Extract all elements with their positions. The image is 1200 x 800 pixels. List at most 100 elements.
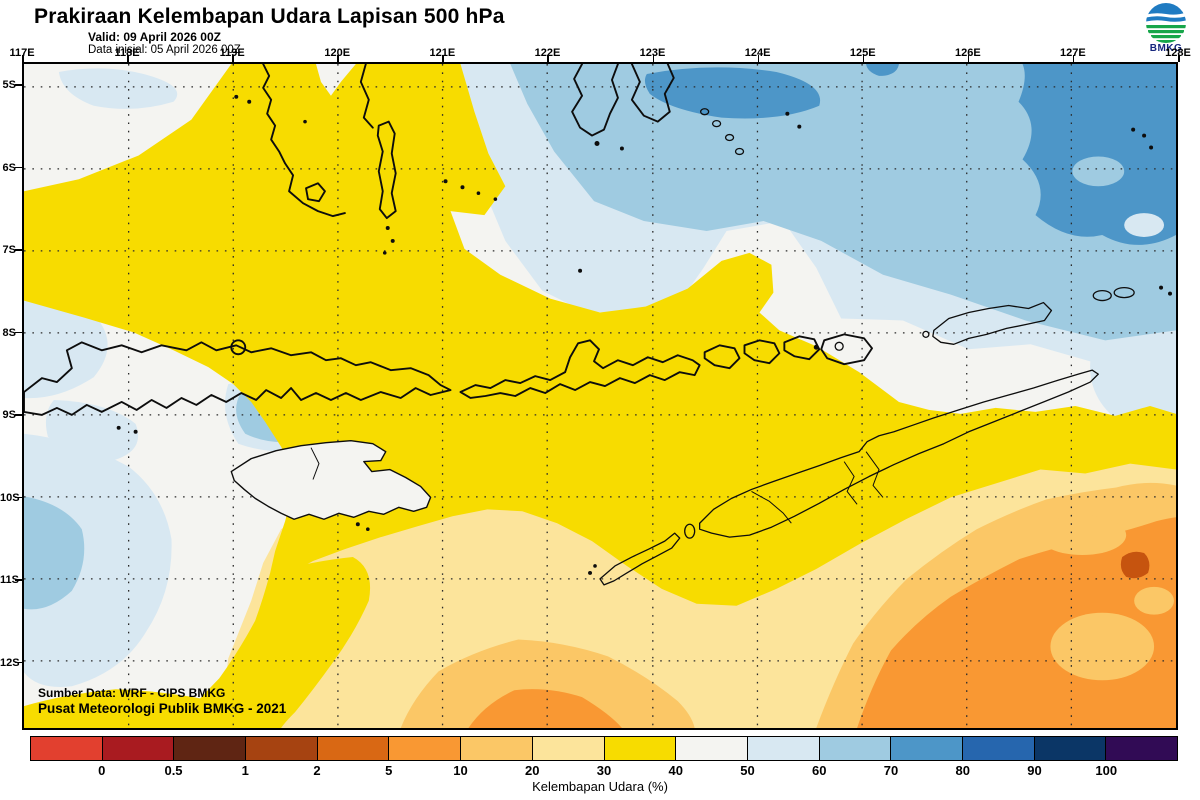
lon-label: 122E bbox=[534, 47, 561, 59]
lat-tick bbox=[15, 661, 22, 664]
colorbar-tick: 10 bbox=[453, 763, 468, 778]
lon-tick bbox=[127, 55, 129, 62]
buton-west-island bbox=[376, 120, 397, 220]
bmkg-logo-label: BMKG bbox=[1149, 43, 1183, 54]
lat-label: 7S bbox=[2, 244, 16, 256]
wetar-island bbox=[932, 301, 1053, 345]
colorbar-segment bbox=[461, 737, 533, 760]
colorbar-segment bbox=[1034, 737, 1107, 760]
lat-tick bbox=[15, 166, 22, 169]
lon-tick bbox=[1072, 55, 1075, 62]
lat-tick bbox=[15, 249, 22, 251]
solor-island bbox=[703, 344, 741, 370]
sumba-island bbox=[230, 440, 432, 520]
colorbar-tick: 2 bbox=[313, 763, 321, 778]
colorbar-segment bbox=[962, 737, 1035, 760]
colorbar-tick: 40 bbox=[668, 763, 683, 778]
semau-island bbox=[684, 523, 696, 539]
lat-label: 9S bbox=[2, 409, 16, 421]
lat-tick bbox=[15, 84, 22, 86]
colorbar-tick: 0.5 bbox=[164, 763, 183, 778]
lon-tick bbox=[652, 55, 655, 62]
lat-label: 8S bbox=[2, 326, 16, 339]
pantar-island bbox=[783, 335, 821, 361]
moyo-island bbox=[230, 339, 247, 356]
lat-tick bbox=[15, 414, 22, 416]
lon-label: 128E bbox=[1165, 47, 1191, 59]
colorbar-segment bbox=[532, 737, 605, 760]
lon-tick bbox=[547, 55, 549, 62]
lon-label: 124E bbox=[744, 47, 771, 59]
lon-tick bbox=[22, 55, 24, 62]
colorbar-tick: 30 bbox=[596, 763, 612, 778]
lon-label: 126E bbox=[954, 47, 981, 59]
lon-tick bbox=[967, 55, 970, 62]
timor-island bbox=[699, 369, 1099, 538]
colorbar-segment bbox=[317, 737, 390, 760]
lon-label: 123E bbox=[639, 47, 666, 59]
colorbar-segment bbox=[174, 737, 247, 760]
colorbar-tick: 80 bbox=[955, 763, 970, 778]
leti-islands bbox=[1092, 289, 1112, 302]
lat-label: 5S bbox=[2, 79, 16, 91]
lon-label: 119E bbox=[219, 47, 245, 59]
lon-tick bbox=[337, 55, 339, 62]
lon-label: 120E bbox=[324, 47, 351, 59]
data-source-line: Sumber Data: WRF - CIPS BMKG bbox=[38, 686, 226, 700]
lon-label: 127E bbox=[1060, 47, 1086, 59]
colorbar-tick: 50 bbox=[740, 763, 755, 778]
colorbar-segment bbox=[31, 737, 103, 760]
colorbar-segment bbox=[246, 737, 318, 760]
colorbar-tick: 100 bbox=[1095, 763, 1118, 778]
humidity-contour-map: Sumber Data: WRF - CIPS BMKG Pusat Meteo… bbox=[22, 62, 1178, 730]
colorbar-segment bbox=[819, 737, 892, 760]
colorbar-segment bbox=[102, 737, 175, 760]
buton-group bbox=[571, 64, 619, 137]
sulawesi-coast bbox=[262, 64, 346, 218]
lon-tick bbox=[862, 55, 865, 62]
valid-time-label: Valid: 09 April 2026 00Z bbox=[88, 30, 221, 44]
colorbar-segment bbox=[604, 737, 677, 760]
lon-tick bbox=[232, 55, 234, 62]
colorbar-axis-label: Kelembapan Udara (%) bbox=[532, 779, 668, 794]
sumbawa-island bbox=[24, 341, 452, 416]
alor-island bbox=[820, 333, 874, 366]
colorbar-segment bbox=[891, 737, 963, 760]
coastlines bbox=[24, 64, 1135, 586]
colorbar-tick: 70 bbox=[883, 763, 899, 778]
lon-tick bbox=[1178, 55, 1180, 62]
humidity-colorbar bbox=[30, 736, 1178, 761]
colorbar-segment bbox=[676, 737, 748, 760]
lat-tick bbox=[15, 579, 22, 581]
colorbar-segment bbox=[389, 737, 462, 760]
colorbar-tick: 5 bbox=[385, 763, 393, 778]
lon-label: 125E bbox=[849, 47, 876, 59]
lon-tick bbox=[442, 55, 444, 62]
lon-tick bbox=[757, 55, 760, 62]
colorbar-tick: 0 bbox=[98, 763, 106, 778]
lat-label: 10S bbox=[0, 491, 20, 504]
lat-tick bbox=[15, 496, 22, 499]
muna-coast bbox=[359, 64, 374, 129]
islet-dots bbox=[116, 94, 1173, 575]
lon-label: 118E bbox=[114, 47, 140, 59]
colorbar-tick: 1 bbox=[241, 763, 249, 778]
colorbar-segment bbox=[747, 737, 820, 760]
rote-island bbox=[599, 532, 681, 586]
lon-label: 121E bbox=[429, 47, 456, 59]
page-title: Prakiraan Kelembapan Udara Lapisan 500 h… bbox=[34, 5, 505, 28]
map-canvas bbox=[24, 64, 1176, 728]
lat-tick bbox=[15, 331, 22, 334]
initial-data-label: Data inisial: 05 April 2026 00Z bbox=[88, 44, 241, 56]
colorbar-tick: 90 bbox=[1027, 763, 1042, 778]
lat-label: 11S bbox=[0, 574, 19, 586]
lembata-island bbox=[743, 339, 781, 365]
flores-island bbox=[459, 339, 701, 399]
lat-label: 6S bbox=[2, 161, 16, 174]
publisher-line: Pusat Meteorologi Publik BMKG - 2021 bbox=[38, 701, 287, 716]
colorbar-tick: 60 bbox=[812, 763, 827, 778]
lon-label: 117E bbox=[9, 47, 35, 59]
colorbar-segment bbox=[1106, 737, 1177, 760]
colorbar-tick: 20 bbox=[525, 763, 540, 778]
